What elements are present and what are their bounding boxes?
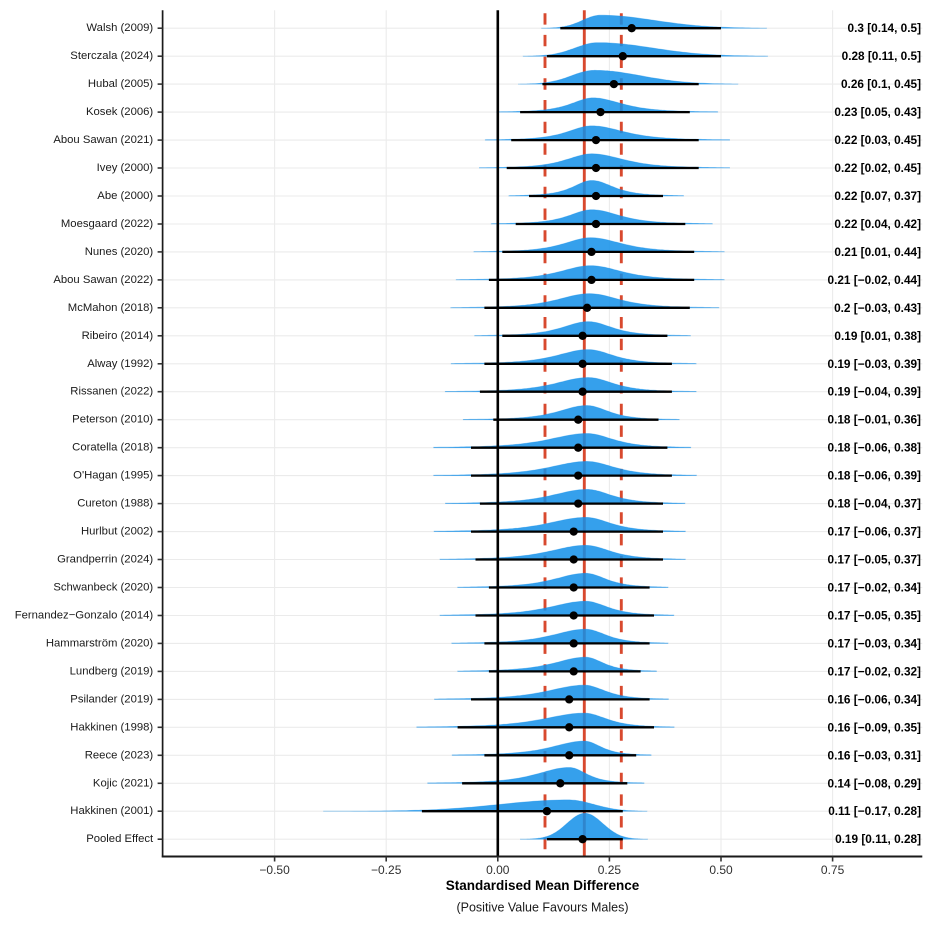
svg-text:Abou Sawan (2021): Abou Sawan (2021) [53, 134, 153, 146]
svg-text:(Positive Value Favours Males): (Positive Value Favours Males) [456, 901, 628, 915]
svg-text:Alway (1992): Alway (1992) [87, 358, 153, 370]
svg-text:Moesgaard (2022): Moesgaard (2022) [61, 218, 154, 230]
svg-text:0.50: 0.50 [709, 863, 733, 877]
svg-text:Fernandez−Gonzalo (2014): Fernandez−Gonzalo (2014) [15, 610, 154, 622]
svg-text:0.26 [0.1, 0.45]: 0.26 [0.1, 0.45] [841, 77, 921, 91]
svg-text:Walsh (2009): Walsh (2009) [86, 22, 153, 34]
svg-text:0.21 [−0.02, 0.44]: 0.21 [−0.02, 0.44] [828, 273, 922, 287]
svg-text:McMahon (2018): McMahon (2018) [68, 302, 154, 314]
svg-text:0.3 [0.14, 0.5]: 0.3 [0.14, 0.5] [848, 21, 922, 35]
svg-text:0.2 [−0.03, 0.43]: 0.2 [−0.03, 0.43] [834, 301, 921, 315]
svg-text:Abou Sawan (2022): Abou Sawan (2022) [53, 274, 153, 286]
svg-text:−0.25: −0.25 [371, 863, 402, 877]
svg-text:0.21 [0.01, 0.44]: 0.21 [0.01, 0.44] [834, 245, 921, 259]
svg-text:−0.50: −0.50 [259, 863, 290, 877]
svg-text:Hakkinen (1998): Hakkinen (1998) [70, 721, 153, 733]
svg-text:Nunes (2020): Nunes (2020) [85, 246, 154, 258]
svg-text:Kosek (2006): Kosek (2006) [86, 106, 153, 118]
svg-text:O'Hagan (1995): O'Hagan (1995) [73, 470, 153, 482]
svg-text:0.17 [−0.02, 0.32]: 0.17 [−0.02, 0.32] [828, 664, 922, 678]
svg-text:0.17 [−0.05, 0.37]: 0.17 [−0.05, 0.37] [828, 553, 922, 567]
svg-text:0.19 [0.11, 0.28]: 0.19 [0.11, 0.28] [835, 832, 921, 846]
svg-text:0.17 [−0.06, 0.37]: 0.17 [−0.06, 0.37] [828, 525, 922, 539]
svg-text:0.16 [−0.03, 0.31]: 0.16 [−0.03, 0.31] [828, 748, 922, 762]
svg-text:Standardised Mean Difference: Standardised Mean Difference [446, 878, 640, 893]
svg-text:Schwanbeck (2020): Schwanbeck (2020) [53, 582, 153, 594]
svg-text:Sterczala (2024): Sterczala (2024) [70, 50, 153, 62]
svg-text:Cureton (1988): Cureton (1988) [77, 498, 153, 510]
svg-text:0.17 [−0.03, 0.34]: 0.17 [−0.03, 0.34] [828, 636, 922, 650]
svg-text:Abe (2000): Abe (2000) [97, 190, 153, 202]
svg-text:Hammarström (2020): Hammarström (2020) [46, 637, 154, 649]
svg-text:0.23 [0.05, 0.43]: 0.23 [0.05, 0.43] [834, 105, 921, 119]
svg-text:0.22 [0.03, 0.45]: 0.22 [0.03, 0.45] [834, 133, 921, 147]
svg-text:Hakkinen (2001): Hakkinen (2001) [70, 805, 153, 817]
svg-text:0.22 [0.07, 0.37]: 0.22 [0.07, 0.37] [834, 189, 921, 203]
svg-text:Coratella (2018): Coratella (2018) [72, 442, 153, 454]
svg-text:0.75: 0.75 [821, 863, 845, 877]
svg-text:0.18 [−0.01, 0.36]: 0.18 [−0.01, 0.36] [828, 413, 922, 427]
svg-text:0.22 [0.04, 0.42]: 0.22 [0.04, 0.42] [834, 217, 921, 231]
svg-text:Psilander (2019): Psilander (2019) [70, 693, 153, 705]
svg-text:0.19 [−0.03, 0.39]: 0.19 [−0.03, 0.39] [828, 357, 922, 371]
svg-text:Rissanen (2022): Rissanen (2022) [70, 386, 153, 398]
svg-text:0.16 [−0.06, 0.34]: 0.16 [−0.06, 0.34] [828, 692, 922, 706]
svg-text:0.22 [0.02, 0.45]: 0.22 [0.02, 0.45] [834, 161, 921, 175]
svg-text:Peterson (2010): Peterson (2010) [72, 414, 153, 426]
svg-text:0.17 [−0.05, 0.35]: 0.17 [−0.05, 0.35] [828, 609, 922, 623]
svg-text:Hurlbut (2002): Hurlbut (2002) [81, 526, 153, 538]
svg-text:0.16 [−0.09, 0.35]: 0.16 [−0.09, 0.35] [828, 720, 922, 734]
svg-text:Hubal (2005): Hubal (2005) [88, 78, 154, 90]
svg-text:Reece (2023): Reece (2023) [85, 749, 154, 761]
svg-text:Kojic (2021): Kojic (2021) [93, 777, 154, 789]
svg-text:Ivey (2000): Ivey (2000) [97, 162, 154, 174]
svg-text:0.18 [−0.06, 0.38]: 0.18 [−0.06, 0.38] [828, 441, 922, 455]
svg-text:0.17 [−0.02, 0.34]: 0.17 [−0.02, 0.34] [828, 581, 922, 595]
svg-text:Lundberg (2019): Lundberg (2019) [70, 665, 154, 677]
svg-text:0.28 [0.11, 0.5]: 0.28 [0.11, 0.5] [842, 49, 921, 63]
svg-text:0.11 [−0.17, 0.28]: 0.11 [−0.17, 0.28] [828, 804, 921, 818]
svg-text:0.25: 0.25 [598, 863, 622, 877]
svg-text:0.00: 0.00 [486, 863, 510, 877]
svg-text:Ribeiro (2014): Ribeiro (2014) [82, 330, 154, 342]
svg-text:0.18 [−0.06, 0.39]: 0.18 [−0.06, 0.39] [828, 469, 922, 483]
svg-text:0.19 [0.01, 0.38]: 0.19 [0.01, 0.38] [834, 329, 921, 343]
svg-text:0.19 [−0.04, 0.39]: 0.19 [−0.04, 0.39] [828, 385, 922, 399]
svg-text:0.14 [−0.08, 0.29]: 0.14 [−0.08, 0.29] [828, 776, 922, 790]
svg-text:0.18 [−0.04, 0.37]: 0.18 [−0.04, 0.37] [828, 497, 922, 511]
svg-text:Grandperrin (2024): Grandperrin (2024) [57, 554, 153, 566]
svg-text:Pooled Effect: Pooled Effect [86, 833, 154, 845]
